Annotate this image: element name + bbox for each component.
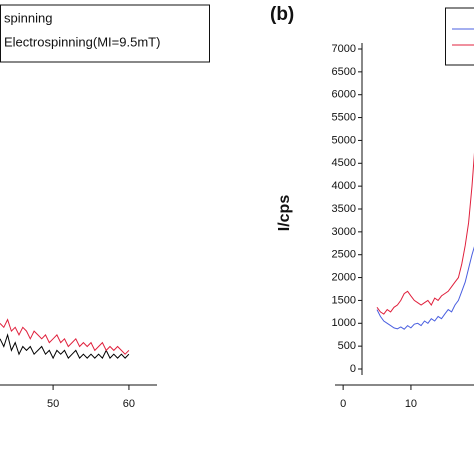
y-tick-label: 4500 xyxy=(332,157,356,169)
y-tick-label: 2500 xyxy=(332,249,356,261)
legend-label: Electrospinning(MI=9.5mT) xyxy=(4,34,160,49)
y-axis-label: I/cps xyxy=(276,195,293,232)
y-tick-label: 1500 xyxy=(332,294,356,306)
panel-label: (b) xyxy=(270,4,294,25)
y-tick-label: 4000 xyxy=(332,180,356,192)
y-tick-label: 0 xyxy=(350,363,356,375)
y-tick-label: 5500 xyxy=(332,111,356,123)
data-line xyxy=(376,246,474,330)
x-tick-label: 60 xyxy=(123,398,135,410)
y-tick-label: 3000 xyxy=(332,226,356,238)
data-line xyxy=(376,152,474,315)
y-tick-label: 500 xyxy=(338,340,356,352)
legend-label: spinning xyxy=(4,10,52,25)
y-tick-label: 6500 xyxy=(332,66,356,78)
y-tick-label: 6000 xyxy=(332,89,356,101)
legend-box xyxy=(445,7,474,66)
x-tick-label: 10 xyxy=(405,398,417,410)
legend-box xyxy=(0,4,210,63)
y-tick-label: 2000 xyxy=(332,271,356,283)
y-tick-label: 3500 xyxy=(332,203,356,215)
x-tick-label: 50 xyxy=(47,398,59,410)
data-line xyxy=(0,318,130,355)
x-tick-label: 0 xyxy=(340,398,346,410)
y-tick-label: 5000 xyxy=(332,134,356,146)
data-line xyxy=(0,333,130,360)
y-tick-label: 1000 xyxy=(332,317,356,329)
y-tick-label: 7000 xyxy=(332,43,356,55)
